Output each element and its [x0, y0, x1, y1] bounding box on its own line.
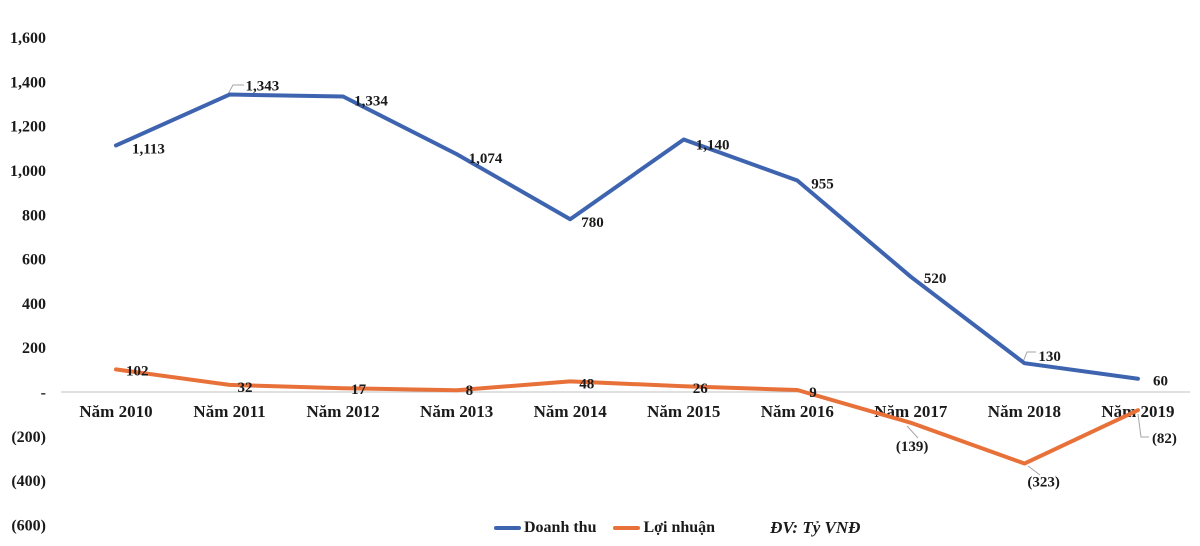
data-label: (139)	[896, 439, 929, 455]
data-label: 102	[126, 363, 149, 379]
y-tick-label: (200)	[11, 429, 46, 446]
data-label: 1,343	[246, 79, 280, 95]
label-leader-line	[227, 84, 244, 95]
unit-label: ĐV: Tỷ VNĐ	[770, 518, 861, 537]
data-label: 780	[581, 215, 604, 231]
data-label: 48	[579, 376, 594, 392]
data-label: 1,113	[132, 141, 165, 157]
data-label: 60	[1153, 374, 1168, 390]
legend-item-doanh-thu: Doanh thu	[494, 519, 596, 537]
data-label: 1,334	[354, 94, 388, 110]
data-label: 9	[809, 385, 817, 401]
x-axis-label: Năm 2012	[306, 402, 379, 421]
data-label: (82)	[1152, 431, 1177, 447]
y-tick-label: 1,400	[10, 74, 46, 91]
legend-item-loi-nhuan: Lợi nhuận	[613, 519, 715, 537]
data-label: 1,140	[696, 137, 730, 153]
y-tick-label: 400	[22, 296, 46, 313]
label-leader-line	[1027, 465, 1041, 476]
y-tick-label: 800	[22, 207, 46, 224]
chart-legend: Doanh thu Lợi nhuận ĐV: Tỷ VNĐ	[494, 518, 860, 538]
legend-swatch-doanh-thu	[494, 526, 521, 530]
y-tick-label: 600	[22, 252, 46, 269]
x-axis-label: Năm 2016	[761, 402, 834, 421]
label-leader-line	[1022, 351, 1036, 363]
data-label: 8	[466, 383, 474, 399]
x-axis-label: Năm 2010	[79, 402, 152, 421]
data-label: 130	[1038, 349, 1061, 365]
y-tick-label: 1,200	[10, 119, 46, 136]
data-label: 1,074	[469, 151, 503, 167]
legend-label-loi-nhuan: Lợi nhuận	[643, 519, 716, 536]
x-axis-label: Năm 2011	[193, 402, 265, 421]
data-label: 520	[924, 271, 947, 287]
x-axis-label: Năm 2015	[647, 402, 720, 421]
label-leader-line	[1137, 413, 1149, 438]
data-label: 17	[351, 382, 367, 398]
y-tick-label: 1,600	[10, 30, 46, 47]
legend-swatch-loi-nhuan	[613, 526, 641, 530]
x-axis-label: Năm 2014	[534, 402, 608, 421]
data-label: 955	[811, 176, 834, 192]
x-axis-label: Năm 2017	[874, 402, 948, 421]
label-leader-line	[906, 425, 919, 439]
y-tick-label: 200	[22, 340, 46, 357]
data-label: 32	[238, 380, 253, 396]
legend-label-doanh-thu: Doanh thu	[524, 519, 597, 536]
x-axis-label: Năm 2018	[988, 402, 1061, 421]
series-line-loi-nhuan	[114, 367, 1140, 466]
y-tick-label: 1,000	[10, 163, 46, 180]
data-label: 26	[693, 381, 709, 397]
y-tick-label: (400)	[11, 473, 46, 490]
y-tick-label: -	[41, 385, 46, 402]
series-line-doanh-thu	[114, 92, 1140, 381]
x-axis-label: Năm 2013	[420, 402, 493, 421]
y-tick-label: (600)	[11, 517, 46, 534]
data-label: (323)	[1027, 475, 1060, 491]
